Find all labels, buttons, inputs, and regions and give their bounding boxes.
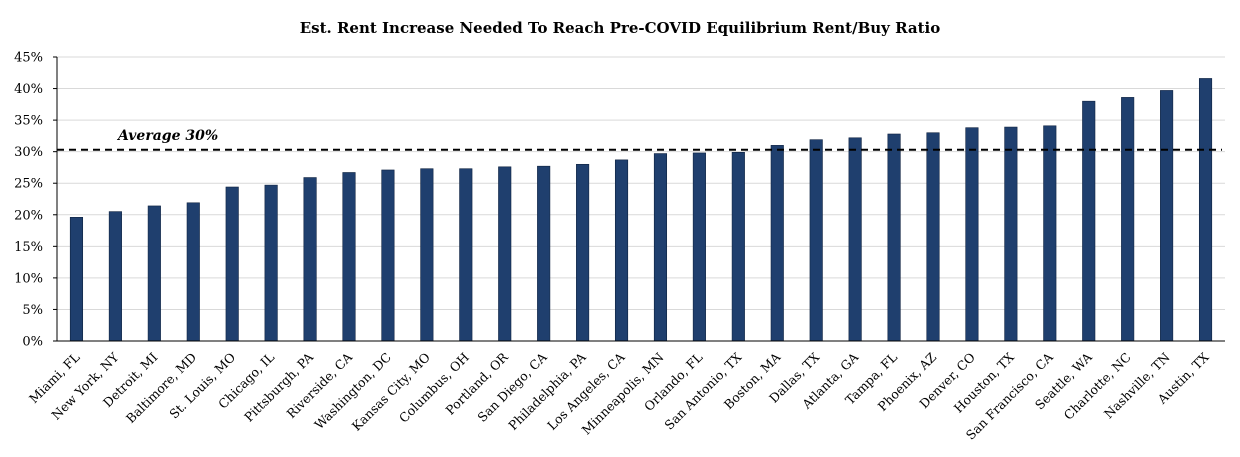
bar — [731, 151, 745, 342]
bar — [381, 169, 395, 342]
x-tick-label: Columbus, OH — [396, 349, 472, 425]
bar — [576, 163, 590, 342]
y-tick-label: 45% — [14, 51, 43, 66]
bar — [498, 166, 512, 342]
x-tick-label: Baltimore, MD — [123, 350, 200, 427]
y-axis: 0% 5% 10% 15% 20% 25% 30% 35% 40% 45% — [14, 51, 58, 350]
x-tick-label: Charlotte, NC — [1061, 350, 1134, 423]
bar — [770, 145, 784, 342]
gridlines — [57, 56, 1225, 310]
y-tick-label: 35% — [14, 114, 43, 129]
bar — [926, 132, 940, 342]
chart-title: Est. Rent Increase Needed To Reach Pre-C… — [300, 19, 941, 37]
x-tick-label: New York, NY — [48, 349, 122, 423]
bar — [225, 186, 239, 342]
bar — [965, 127, 979, 342]
bar — [303, 177, 317, 342]
bar — [692, 152, 706, 342]
bar — [1043, 125, 1057, 342]
y-tick-label: 25% — [14, 177, 43, 192]
bar — [1121, 97, 1135, 342]
x-tick-label: San Diego, CA — [474, 349, 550, 425]
y-tick-label: 40% — [14, 82, 43, 97]
y-tick-label: 10% — [14, 271, 43, 286]
x-tick-label: Pittsburgh, PA — [241, 349, 317, 425]
bar — [264, 184, 278, 342]
y-tick-label: 30% — [14, 145, 43, 160]
bar — [809, 139, 823, 342]
bars — [69, 78, 1213, 342]
bar — [1004, 126, 1018, 342]
bar — [887, 133, 901, 342]
bar — [342, 172, 356, 342]
bar — [186, 202, 200, 342]
bar — [848, 137, 862, 342]
bar — [147, 205, 161, 342]
bar — [69, 217, 84, 342]
bar — [108, 211, 122, 342]
bar — [537, 165, 551, 342]
bar — [459, 168, 473, 342]
bar — [653, 153, 668, 342]
y-tick-label: 0% — [22, 335, 43, 350]
bar — [420, 168, 434, 342]
bar — [614, 159, 629, 342]
average-label: Average 30% — [116, 128, 218, 144]
y-tick-label: 20% — [14, 208, 43, 223]
bar — [1082, 100, 1096, 342]
y-tick-label: 15% — [14, 240, 43, 255]
y-tick-label: 5% — [22, 303, 43, 318]
bar — [1160, 90, 1174, 342]
bar — [1198, 78, 1213, 342]
